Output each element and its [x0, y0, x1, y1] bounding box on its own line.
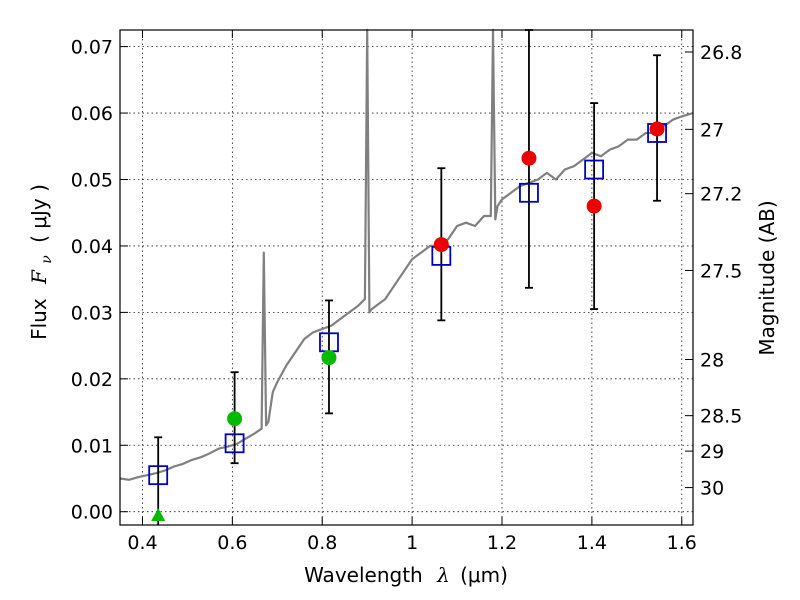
red-point [586, 198, 602, 214]
mag-tick-label: 27.5 [700, 260, 742, 282]
mag-tick-label: 30 [700, 478, 724, 500]
y-axis-label: Flux F ν ( μJy ) [27, 184, 56, 340]
x-tick-label: 1.4 [577, 532, 607, 554]
y-tick-label: 0.00 [71, 502, 113, 524]
x-axis-label-unit: (μm) [460, 563, 508, 587]
y-axis-label-subscript: ν [39, 255, 55, 264]
y-axis-label-unit: ( μJy ) [27, 184, 51, 243]
y-tick-label: 0.03 [71, 302, 113, 324]
mag-tick-label: 29 [700, 441, 724, 463]
green-point [321, 350, 337, 366]
model-point [519, 182, 539, 203]
mag-tick-label: 28 [700, 349, 724, 371]
grid [120, 30, 693, 525]
red-point [521, 150, 537, 166]
model-point [224, 433, 245, 454]
y-axis-label-prefix: Flux [27, 298, 51, 340]
y-tick-label: 0.02 [71, 369, 113, 391]
model-point [584, 159, 605, 180]
y-tick-label: 0.04 [71, 236, 113, 258]
y-tick-label: 0.05 [71, 169, 113, 191]
mag-tick-label: 28.5 [700, 406, 742, 428]
x-tick-label: 1.6 [667, 532, 697, 554]
x-axis-label: Wavelength λ (μm) [304, 563, 508, 587]
x-tick-label: 1 [406, 532, 418, 554]
observed-points-layer [151, 121, 665, 522]
y-tick-label: 0.06 [71, 103, 113, 125]
sed-spectrum-layer [119, 28, 694, 481]
y-tick-label: 0.01 [71, 435, 113, 457]
x-tick-label: 1.2 [487, 532, 517, 554]
y2-axis-label: Magnitude (AB) [755, 200, 779, 355]
x-axis-label-prefix: Wavelength [304, 563, 423, 587]
green-point [227, 411, 243, 427]
y-tick-label: 0.07 [71, 37, 113, 59]
red-point [433, 237, 449, 253]
plot-frame [119, 29, 694, 526]
x-axis-label-symbol: λ [436, 563, 450, 587]
mag-tick-label: 27.2 [700, 184, 742, 206]
green-upper-limit [151, 508, 166, 522]
y-axis-label-symbol: F [27, 269, 51, 285]
sed-spectrum-line [119, 28, 694, 481]
x-tick-label: 0.6 [217, 532, 247, 554]
x-tick-label: 0.4 [127, 532, 157, 554]
mag-tick-label: 26.8 [700, 42, 742, 64]
x-tick-label: 0.8 [307, 532, 337, 554]
red-point [649, 121, 665, 137]
mag-tick-label: 27 [700, 119, 724, 141]
model-point [148, 465, 169, 486]
ticks-layer: 0.4 0.6 0.8 1 1.2 1.4 1.6 0.00 0.01 0.02 0.03 0.04 0… [71, 30, 742, 554]
